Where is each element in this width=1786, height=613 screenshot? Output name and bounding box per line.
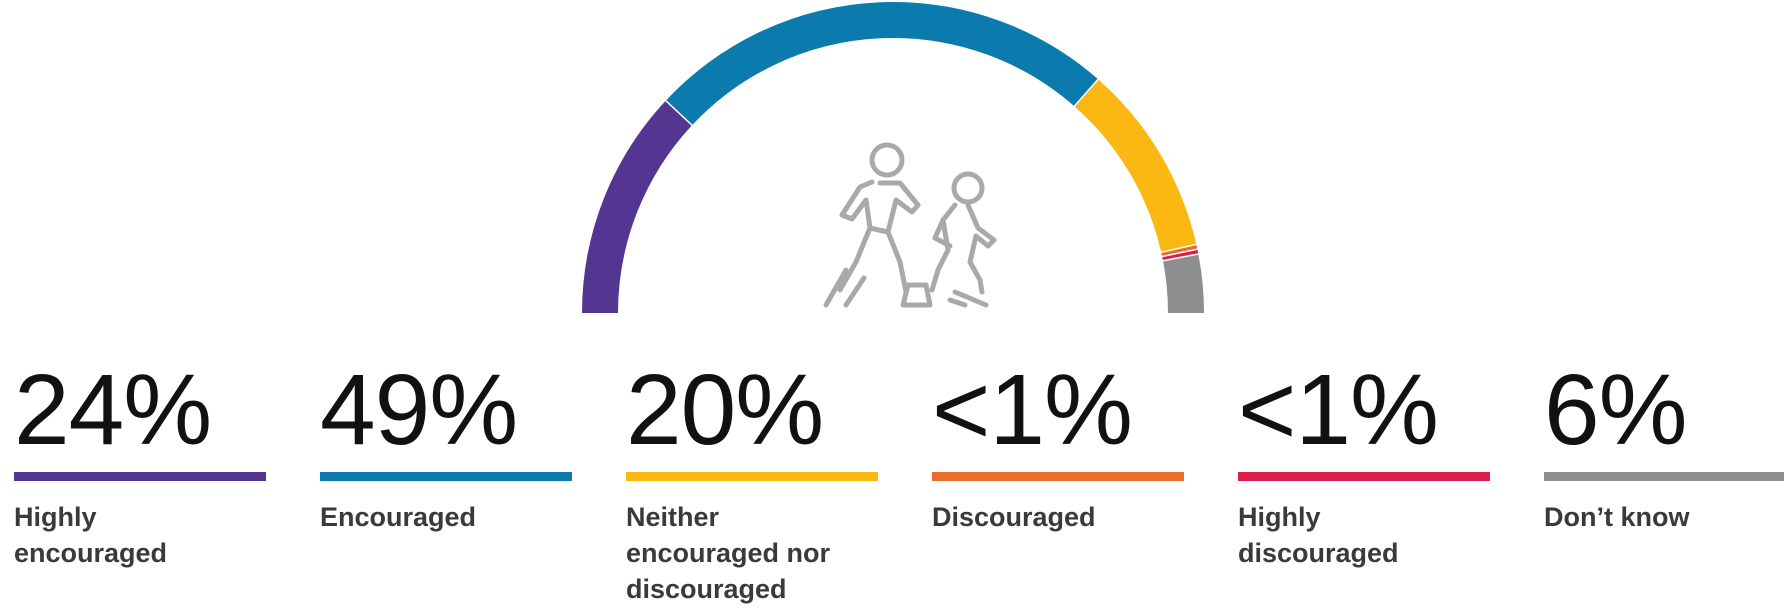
legend-color-bar [320,472,572,481]
legend-label: Discouraged [932,502,1096,532]
stat-dont-know: 6% Don’t know [1544,360,1784,535]
legend-label: Encouraged [320,502,477,532]
arc-segment-highly-encouraged [582,100,693,314]
stat-discouraged: <1% Discouraged [932,360,1184,535]
percent-value: <1% [1238,354,1439,466]
arc-segments [582,2,1204,314]
legend-label: Neither encouraged nor discouraged [626,502,831,604]
stat-highly-encouraged: 24% Highly encouraged [14,360,266,571]
percent-value: 49% [320,354,518,466]
stat-encouraged: 49% Encouraged [320,360,572,535]
legend-color-bar [1238,472,1490,481]
arc-separator [1161,253,1200,264]
legend-label: Don’t know [1544,502,1690,532]
stat-neither: 20% Neither encouraged nor discouraged [626,360,878,607]
legend-color-bar [1544,472,1784,481]
legend-label: Highly discouraged [1238,502,1399,568]
percent-value: 6% [1544,354,1688,466]
legend-label: Highly encouraged [14,502,168,568]
arc-segment-neither-encouraged-nor-discouraged [1074,79,1197,254]
percent-value: 20% [626,354,824,466]
percent-value: <1% [932,354,1133,466]
arc-segment-encouraged [666,2,1099,125]
walking-adult-and-child-icon [823,142,997,308]
percent-value: 24% [14,354,212,466]
stat-highly-discouraged: <1% Highly discouraged [1238,360,1490,571]
legend-color-bar [932,472,1184,481]
arc-segment-don-t-know [1163,254,1204,314]
legend-color-bar [14,472,266,481]
half-donut-chart [582,2,1204,314]
legend-color-bar [626,472,878,481]
